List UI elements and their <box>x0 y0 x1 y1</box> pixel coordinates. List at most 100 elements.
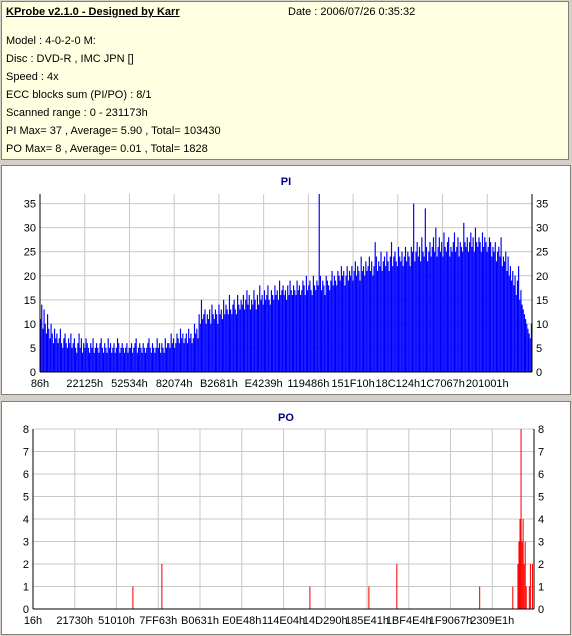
data-bar <box>259 285 261 372</box>
data-bar <box>400 261 402 372</box>
data-bar <box>443 232 445 372</box>
range-line: Scanned range : 0 - 231173h <box>6 107 148 119</box>
data-bar <box>435 227 437 372</box>
data-bar <box>372 275 374 372</box>
data-bar <box>211 304 213 372</box>
data-bar <box>481 232 484 372</box>
data-bar <box>523 314 526 372</box>
data-bar <box>253 290 255 372</box>
data-bar <box>396 564 398 609</box>
data-bar <box>509 266 512 372</box>
data-bar <box>347 280 349 372</box>
data-bar <box>132 352 134 372</box>
data-bar <box>388 270 390 372</box>
data-bar <box>322 280 324 372</box>
data-bar <box>483 246 485 372</box>
data-bar <box>380 251 382 372</box>
data-bar <box>520 290 522 372</box>
data-bar <box>458 256 460 372</box>
data-bar <box>248 295 250 372</box>
data-bar <box>256 295 259 372</box>
data-bar <box>353 270 355 372</box>
data-bar <box>493 251 495 372</box>
data-bar <box>340 266 342 372</box>
data-bar <box>88 352 91 372</box>
data-bar <box>327 285 330 372</box>
data-bar <box>292 285 295 372</box>
data-bar <box>203 314 205 372</box>
data-bar <box>465 246 467 372</box>
data-bar <box>126 343 128 372</box>
data-bar <box>192 338 194 372</box>
data-bar <box>51 333 53 372</box>
data-bar <box>393 256 395 372</box>
scan-date: Date : 2006/07/26 0:35:32 <box>288 6 416 18</box>
y-tick-label-left: 4 <box>23 514 29 526</box>
data-bar <box>430 256 432 372</box>
data-bar <box>358 270 360 372</box>
data-bar <box>527 328 529 372</box>
data-bar <box>107 338 109 372</box>
data-bar <box>379 266 381 372</box>
po-stats-line: PO Max= 8 , Average= 0.01 , Total= 1828 <box>6 143 208 155</box>
data-bar <box>512 270 514 372</box>
data-bar <box>226 309 228 372</box>
data-bar <box>69 343 71 372</box>
data-bar <box>137 347 140 372</box>
data-bar <box>179 328 182 372</box>
data-bar <box>181 338 183 372</box>
data-bar <box>311 295 313 372</box>
y-tick-label-right: 10 <box>536 319 548 331</box>
data-bar <box>432 237 435 372</box>
data-bar <box>46 314 49 372</box>
x-tick-label: 16h <box>24 615 42 627</box>
data-bar <box>81 352 84 372</box>
data-bar <box>60 343 63 372</box>
data-bar <box>409 266 411 372</box>
data-bar <box>387 261 389 372</box>
data-bar <box>140 347 142 372</box>
data-bar <box>274 285 276 372</box>
y-tick-label-left: 3 <box>23 537 29 549</box>
data-bar <box>485 242 487 372</box>
data-bar <box>219 314 221 372</box>
data-bar <box>158 343 161 372</box>
data-bar <box>484 237 486 372</box>
data-bar <box>294 290 296 372</box>
data-bar <box>438 237 440 372</box>
data-bar <box>304 295 306 372</box>
data-bar <box>528 333 530 372</box>
data-bar <box>119 352 121 372</box>
x-tick-label: 21730h <box>56 615 93 627</box>
po-chart: PO 0 0 1 1 2 2 3 3 4 4 5 5 6 6 7 7 8 8 16h 21730h 51010h 7FF6… <box>23 412 544 627</box>
data-bar <box>186 343 189 372</box>
y-tick-label-left: 5 <box>23 492 29 504</box>
data-bar <box>227 314 229 372</box>
data-bar <box>169 347 171 372</box>
x-tick-label: 1F9067h <box>429 615 472 627</box>
data-bar <box>459 242 461 372</box>
data-bar <box>133 347 135 372</box>
data-bar <box>522 519 524 609</box>
data-bar <box>350 275 352 372</box>
data-bar <box>518 266 520 372</box>
data-bar <box>360 256 362 372</box>
data-bar <box>77 343 79 372</box>
data-bar <box>196 328 198 372</box>
data-bar <box>383 256 386 372</box>
data-bar <box>97 347 99 372</box>
data-bar <box>320 290 323 372</box>
x-tick-label: 52534h <box>111 378 148 390</box>
data-bar <box>437 246 439 372</box>
data-bar <box>291 295 293 372</box>
data-bar <box>66 347 68 372</box>
y-tick-label-right: 2 <box>538 559 544 571</box>
data-bar <box>161 564 163 609</box>
data-bar <box>389 256 391 372</box>
data-bar <box>111 352 113 372</box>
data-bar <box>80 338 82 372</box>
x-tick-label: E4239h <box>245 378 283 390</box>
data-bar <box>172 338 175 372</box>
data-bar <box>361 270 363 372</box>
data-bar <box>79 347 81 372</box>
